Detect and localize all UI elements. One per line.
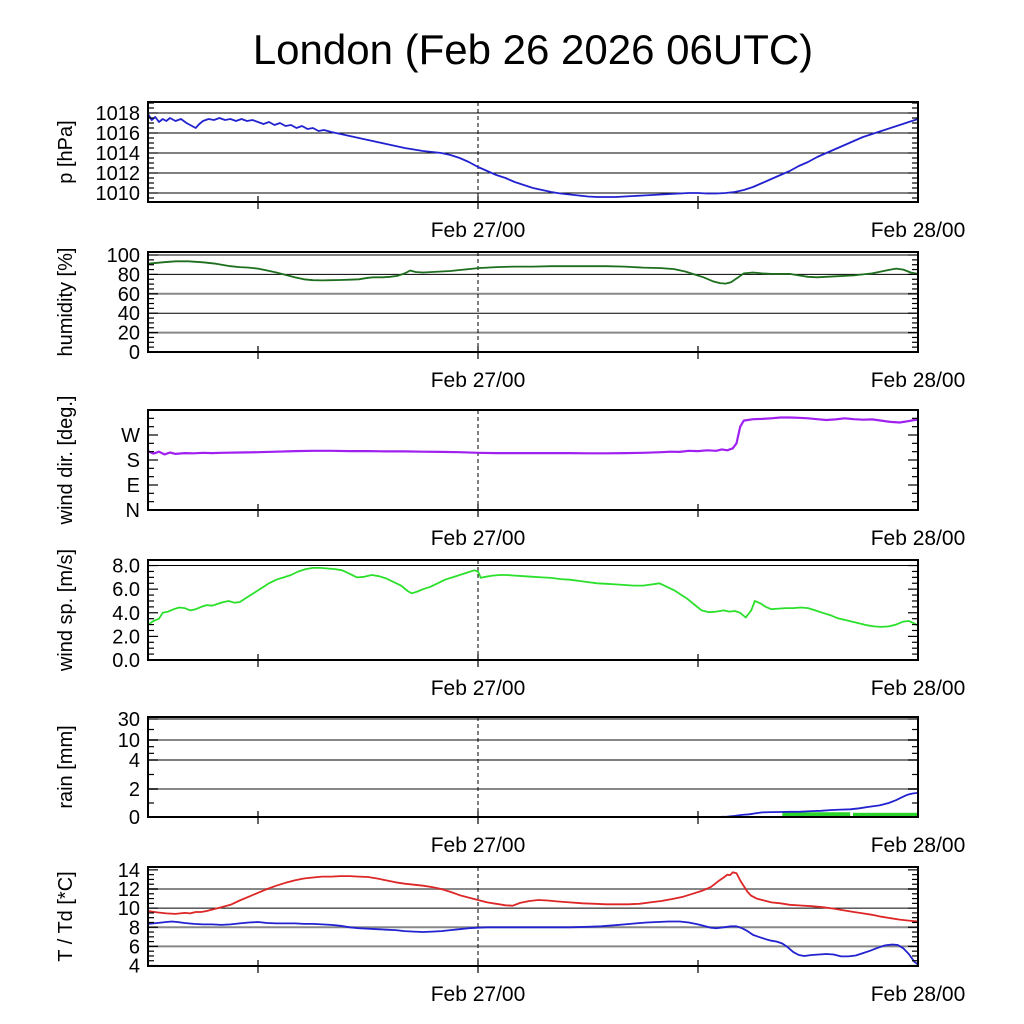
ytick-label-wind-direction-W: W xyxy=(121,425,140,447)
ytick-label-pressure-1012: 1012 xyxy=(96,163,141,185)
axis-title-wind-speed: wind sp. [m/s] xyxy=(55,549,77,672)
ytick-label-humidity-40: 40 xyxy=(118,303,140,325)
chart-title: London (Feb 26 2026 06UTC) xyxy=(253,26,813,73)
ytick-label-wind-direction-N: N xyxy=(126,500,140,522)
ytick-label-humidity-20: 20 xyxy=(118,323,140,345)
xlabel-rain-feb-28-00: Feb 28/00 xyxy=(871,834,966,857)
humidity-line xyxy=(147,260,919,285)
panel-frame-temperature-dewpoint xyxy=(147,866,919,967)
ytick-label-pressure-1018: 1018 xyxy=(96,103,141,125)
panel-frame-pressure xyxy=(147,101,919,203)
ytick-label-pressure-1010: 1010 xyxy=(96,183,141,205)
xlabel-pressure-feb-28-00: Feb 28/00 xyxy=(871,219,966,242)
ytick-label-temperature-dewpoint-12: 12 xyxy=(118,879,140,901)
ytick-label-rain-4: 4 xyxy=(129,750,140,772)
axis-title-wind-direction: wind dir. [deg.] xyxy=(55,396,77,526)
wind-speed-line xyxy=(147,567,919,628)
axis-title-rain: rain [mm] xyxy=(55,725,77,808)
rain-bar xyxy=(782,812,851,817)
xlabel-wind-direction-feb-27-00: Feb 27/00 xyxy=(431,527,526,550)
temperature-line xyxy=(147,871,919,923)
ytick-label-humidity-60: 60 xyxy=(118,284,140,306)
axis-title-humidity: humidity [%] xyxy=(55,248,77,357)
ytick-label-wind-speed-2.0: 2.0 xyxy=(112,626,140,648)
rain-bar xyxy=(852,812,918,817)
xlabel-temperature-dewpoint-feb-28-00: Feb 28/00 xyxy=(871,983,966,1006)
xlabel-wind-direction-feb-28-00: Feb 28/00 xyxy=(871,527,966,550)
ytick-label-temperature-dewpoint-6: 6 xyxy=(129,936,140,958)
ytick-label-wind-direction-E: E xyxy=(127,475,140,497)
dewpoint-line xyxy=(147,920,919,966)
ytick-label-rain-2: 2 xyxy=(129,779,140,801)
ytick-label-humidity-0: 0 xyxy=(129,342,140,364)
panel-frame-rain xyxy=(147,716,919,818)
ytick-label-wind-direction-S: S xyxy=(127,450,140,472)
pressure-line xyxy=(147,113,919,198)
xlabel-rain-feb-27-00: Feb 27/00 xyxy=(431,834,526,857)
ytick-label-temperature-dewpoint-8: 8 xyxy=(129,917,140,939)
xlabel-wind-speed-feb-28-00: Feb 28/00 xyxy=(871,677,966,700)
wind-direction-line xyxy=(146,416,920,456)
xlabel-pressure-feb-27-00: Feb 27/00 xyxy=(431,219,526,242)
panel-frame-wind-direction xyxy=(147,409,919,511)
ytick-label-wind-speed-0.0: 0.0 xyxy=(112,650,140,672)
xlabel-humidity-feb-28-00: Feb 28/00 xyxy=(871,369,966,392)
ytick-label-humidity-100: 100 xyxy=(107,245,140,267)
ytick-label-pressure-1016: 1016 xyxy=(96,123,141,145)
panel-frame-humidity xyxy=(147,251,919,353)
xlabel-wind-speed-feb-27-00: Feb 27/00 xyxy=(431,677,526,700)
ytick-label-temperature-dewpoint-10: 10 xyxy=(118,898,140,920)
ytick-label-wind-speed-4.0: 4.0 xyxy=(112,603,140,625)
ytick-label-wind-speed-6.0: 6.0 xyxy=(112,579,140,601)
ytick-label-wind-speed-8.0: 8.0 xyxy=(112,556,140,578)
ytick-label-humidity-80: 80 xyxy=(118,264,140,286)
panel-frame-wind-speed xyxy=(147,559,919,661)
xlabel-humidity-feb-27-00: Feb 27/00 xyxy=(431,369,526,392)
ytick-label-rain-0: 0 xyxy=(129,807,140,829)
ytick-label-temperature-dewpoint-14: 14 xyxy=(118,860,140,882)
ytick-label-rain-10: 10 xyxy=(118,730,140,752)
ytick-label-temperature-dewpoint-4: 4 xyxy=(129,956,140,978)
xlabel-temperature-dewpoint-feb-27-00: Feb 27/00 xyxy=(431,983,526,1006)
axis-title-pressure: p [hPa] xyxy=(55,120,77,183)
axis-title-temperature-dewpoint: T / Td [*C] xyxy=(55,871,77,961)
ytick-label-pressure-1014: 1014 xyxy=(96,143,141,165)
rain-accum-line xyxy=(147,792,919,818)
ytick-label-rain-30: 30 xyxy=(118,709,140,731)
